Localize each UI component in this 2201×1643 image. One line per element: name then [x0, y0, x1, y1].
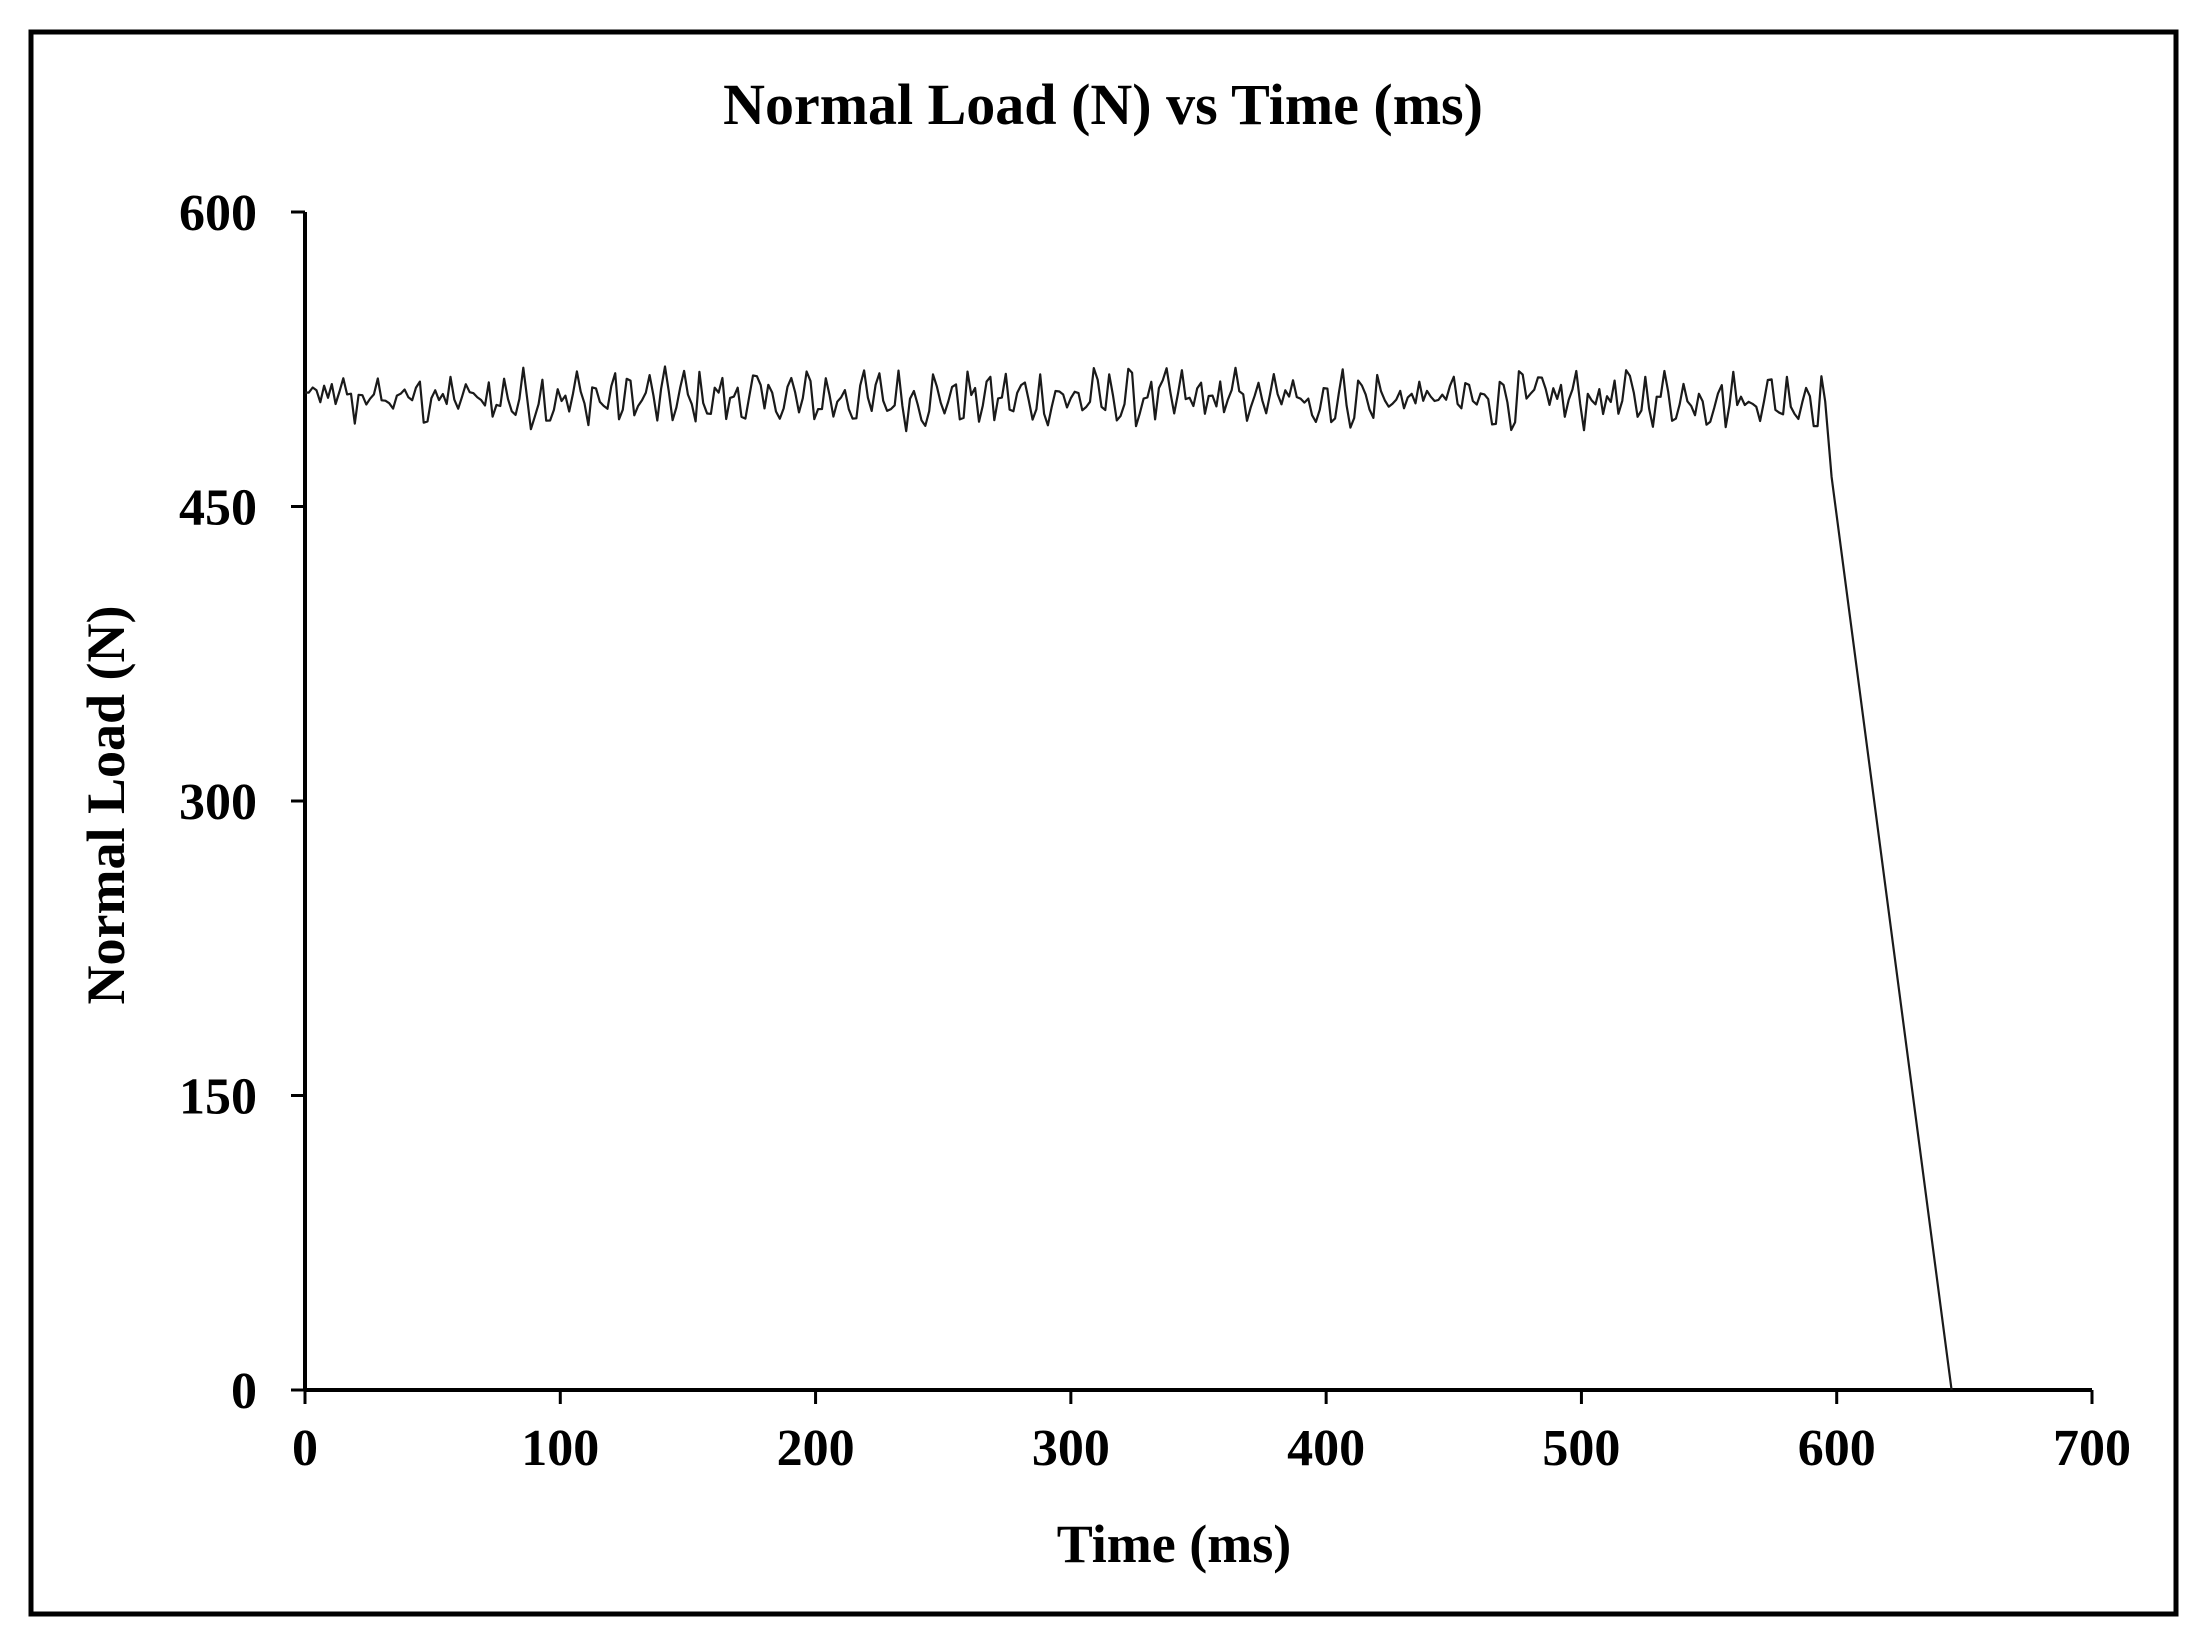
y-tick-label: 300 — [179, 774, 257, 831]
x-tick-label: 500 — [1542, 1420, 1620, 1477]
x-tick-label: 200 — [777, 1420, 855, 1477]
y-axis-label: Normal Load (N) — [76, 606, 136, 1005]
x-axis-ticks: 0 100 200 300 400 500 600 700 — [292, 1390, 2131, 1477]
x-tick-label: 600 — [1798, 1420, 1876, 1477]
y-tick-label: 150 — [179, 1069, 257, 1126]
y-tick-label: 600 — [179, 185, 257, 242]
chart-title: Normal Load (N) vs Time (ms) — [723, 72, 1483, 137]
figure-frame — [28, 29, 2179, 1617]
x-tick-label: 100 — [521, 1420, 599, 1477]
y-tick-label: 450 — [179, 480, 257, 537]
x-tick-label: 400 — [1287, 1420, 1365, 1477]
x-tick-label: 300 — [1032, 1420, 1110, 1477]
y-tick-label: 0 — [231, 1363, 257, 1420]
y-axis-ticks: 0 150 300 450 600 — [179, 185, 305, 1420]
series-line-normal-load — [304, 365, 1953, 1391]
x-tick-label: 0 — [292, 1420, 318, 1477]
x-axis-label: Time (ms) — [1057, 1514, 1291, 1574]
x-tick-label: 700 — [2053, 1420, 2131, 1477]
